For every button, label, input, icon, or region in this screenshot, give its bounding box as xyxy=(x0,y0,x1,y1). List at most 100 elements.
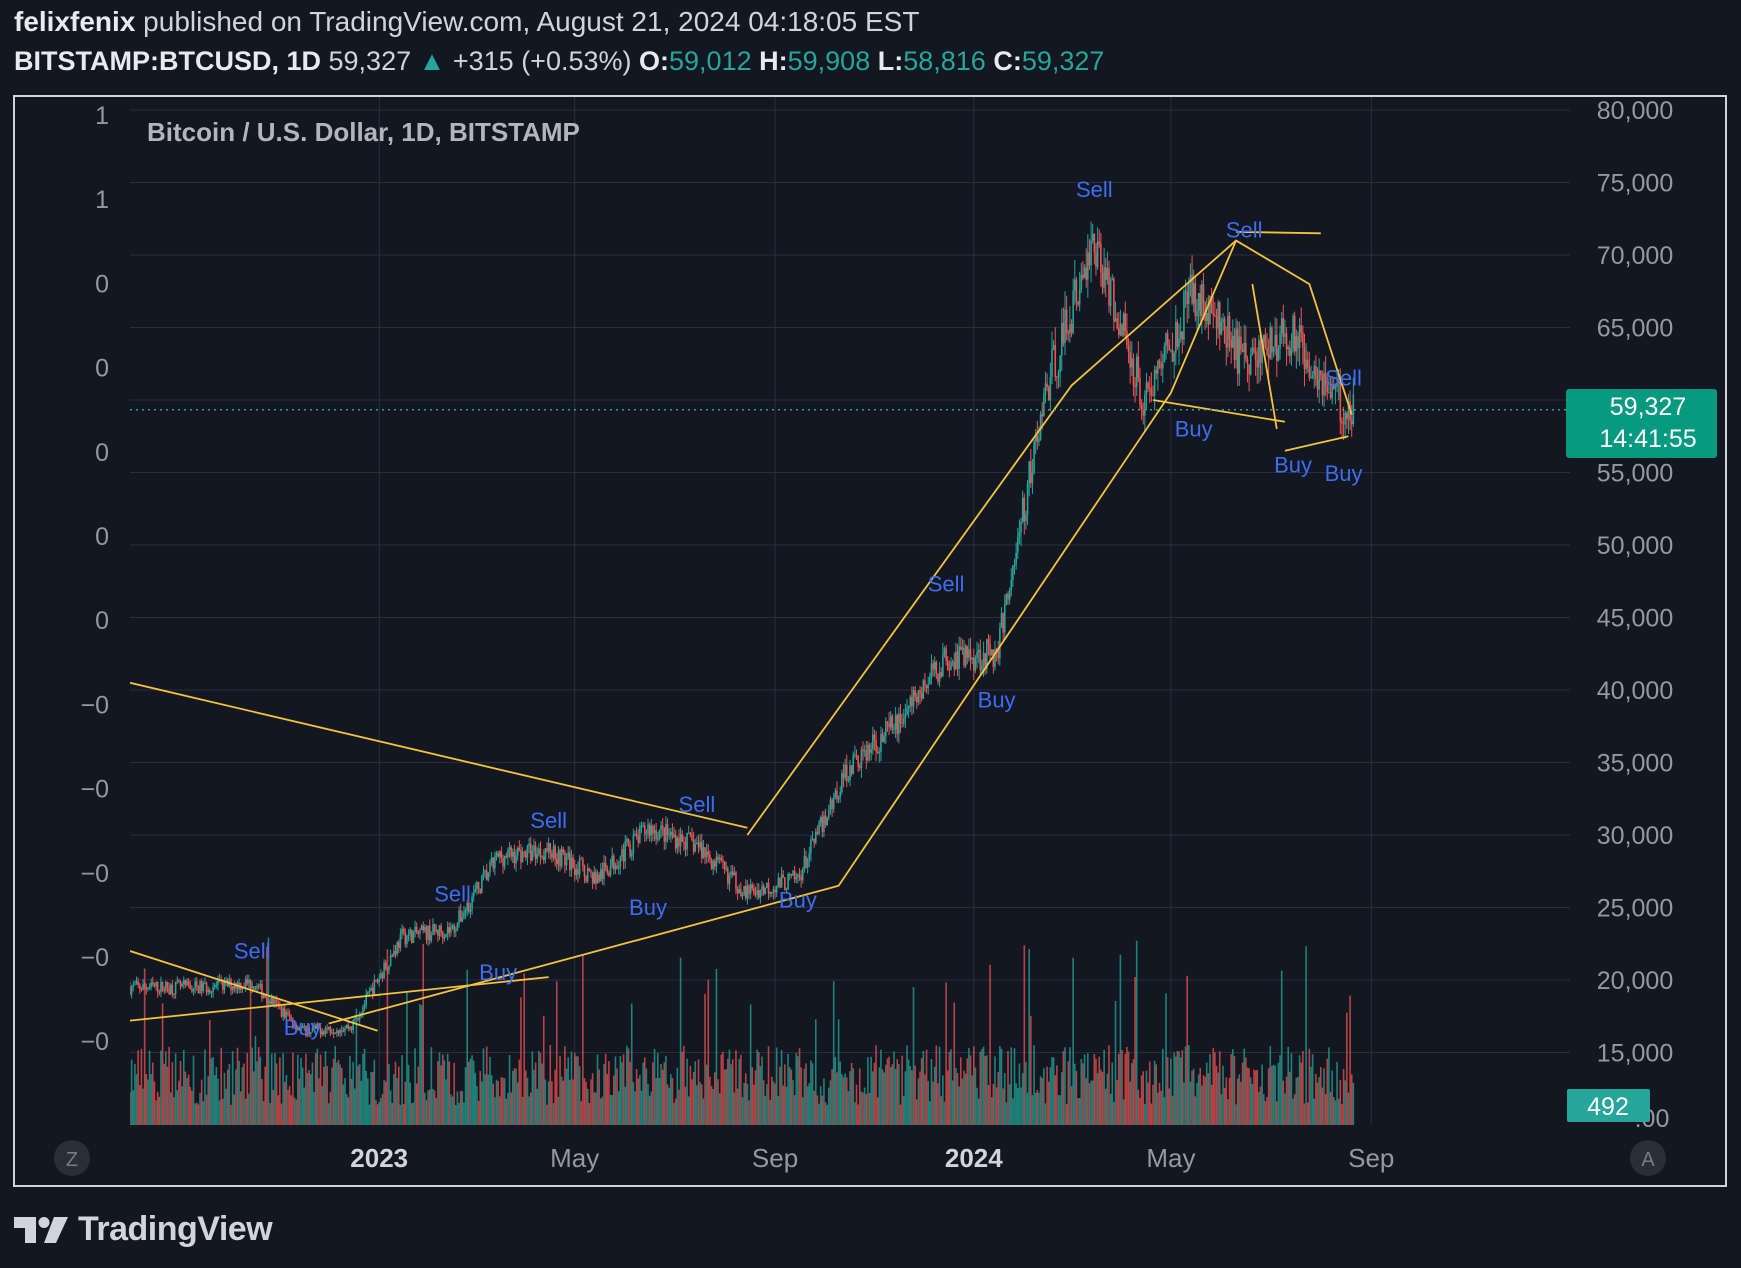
volume-bar xyxy=(300,1057,302,1125)
volume-bar xyxy=(1300,1062,1303,1125)
volume-bar xyxy=(1220,1094,1223,1125)
volume-bar xyxy=(1266,1097,1268,1125)
volume-bar xyxy=(222,1098,224,1125)
time-tick-label: 2024 xyxy=(945,1143,1003,1173)
trendlines[interactable] xyxy=(130,230,1353,1032)
candle-body xyxy=(1002,613,1004,633)
candle-body xyxy=(1073,279,1076,291)
candle-body xyxy=(678,837,680,847)
candle-body xyxy=(1091,233,1094,241)
candle-body xyxy=(728,874,731,884)
candle-body xyxy=(207,990,209,993)
volume-bar xyxy=(1212,1047,1215,1125)
volume-bar xyxy=(518,1059,521,1125)
candle-body xyxy=(872,734,874,750)
candle-body xyxy=(627,839,630,845)
volume-bar xyxy=(521,1096,524,1125)
candle-body xyxy=(1310,377,1312,379)
candle-body xyxy=(609,865,612,876)
volume-bar xyxy=(313,1091,315,1125)
candle-body xyxy=(507,849,509,857)
volume-bar xyxy=(1292,1098,1294,1125)
time-axis[interactable]: 2023 May Sep 2024 May Sep xyxy=(350,1143,1394,1173)
volume-bar xyxy=(1202,1075,1205,1125)
candle-body xyxy=(1127,345,1130,353)
candle-body xyxy=(1318,370,1320,390)
volume-bar xyxy=(1057,1095,1060,1125)
candle-body xyxy=(1233,335,1236,361)
volume-bar xyxy=(1308,1048,1311,1125)
candle-body xyxy=(375,979,377,981)
volume-bar xyxy=(1232,1049,1234,1125)
candle-body xyxy=(371,987,374,996)
volume-bar xyxy=(339,1064,341,1125)
candle-body xyxy=(393,950,395,957)
volume-bar xyxy=(254,1036,257,1125)
candle-body xyxy=(1350,420,1353,424)
candle-body xyxy=(951,661,954,663)
candle-body xyxy=(1113,278,1115,322)
tradingview-brand[interactable]: TradingView xyxy=(14,1210,273,1249)
volume-bar xyxy=(670,1074,672,1125)
candle-body xyxy=(811,839,814,841)
candle-body xyxy=(231,986,234,991)
candle-body xyxy=(961,647,964,650)
candle-body xyxy=(1016,536,1019,553)
volume-bar xyxy=(454,1104,457,1125)
candle-body xyxy=(450,927,452,933)
candle-body xyxy=(870,749,872,753)
candle-body xyxy=(606,867,609,873)
buy-signal-label: Buy xyxy=(284,1015,322,1040)
volume-bar xyxy=(593,1092,596,1125)
price-axis[interactable]: 15,00020,00025,00030,00035,00040,00045,0… xyxy=(1597,97,1673,1067)
candle-body xyxy=(613,855,615,870)
volume-bar xyxy=(248,1093,250,1125)
volume-bar xyxy=(1205,1062,1208,1125)
volume-bar xyxy=(459,1090,462,1125)
candle-body xyxy=(785,889,788,891)
candle-body xyxy=(186,980,188,986)
candle-body xyxy=(845,764,848,781)
candle-body xyxy=(819,817,822,823)
candle-body xyxy=(404,931,407,945)
volume-bar xyxy=(668,1087,670,1125)
candle-body xyxy=(147,988,149,990)
volume-bar xyxy=(228,1064,231,1125)
candle-body xyxy=(479,888,482,893)
candle-body xyxy=(523,852,526,854)
scale-button-right[interactable]: A xyxy=(1630,1140,1666,1176)
scale-button-left[interactable]: Z xyxy=(54,1140,90,1176)
candle-body xyxy=(748,885,750,894)
volume-bar xyxy=(601,1096,604,1125)
volume-bar xyxy=(1137,1089,1140,1125)
volume-bar xyxy=(761,1056,763,1125)
candle-body xyxy=(614,865,617,870)
candle-body xyxy=(559,850,561,867)
candle-body xyxy=(396,942,398,955)
left-axis-label: 1 xyxy=(95,186,109,214)
volume-bar xyxy=(1044,1103,1047,1125)
candle-body xyxy=(1222,318,1224,323)
candle-body xyxy=(342,1031,345,1033)
candle-body xyxy=(588,868,591,871)
volume-bar xyxy=(661,1069,664,1125)
author-name[interactable]: felixfenix xyxy=(14,6,136,37)
volume-bar xyxy=(1336,1061,1338,1125)
volume-bar xyxy=(973,1046,975,1125)
volume-bar xyxy=(899,1104,902,1125)
candle-body xyxy=(1020,522,1022,533)
candle-body xyxy=(1184,291,1187,293)
price-tick-label: 55,000 xyxy=(1597,460,1673,488)
volume-bar xyxy=(267,937,270,1125)
volume-bar xyxy=(720,1054,723,1125)
candle-body xyxy=(461,917,464,922)
candle-body xyxy=(165,981,167,992)
volume-bar xyxy=(1284,1093,1286,1125)
candle-body xyxy=(805,855,807,868)
candle-body xyxy=(826,817,828,825)
volume-bar xyxy=(1067,1061,1070,1125)
candle-body xyxy=(427,925,429,940)
candle-body xyxy=(134,984,136,986)
candle-body xyxy=(1323,373,1325,396)
